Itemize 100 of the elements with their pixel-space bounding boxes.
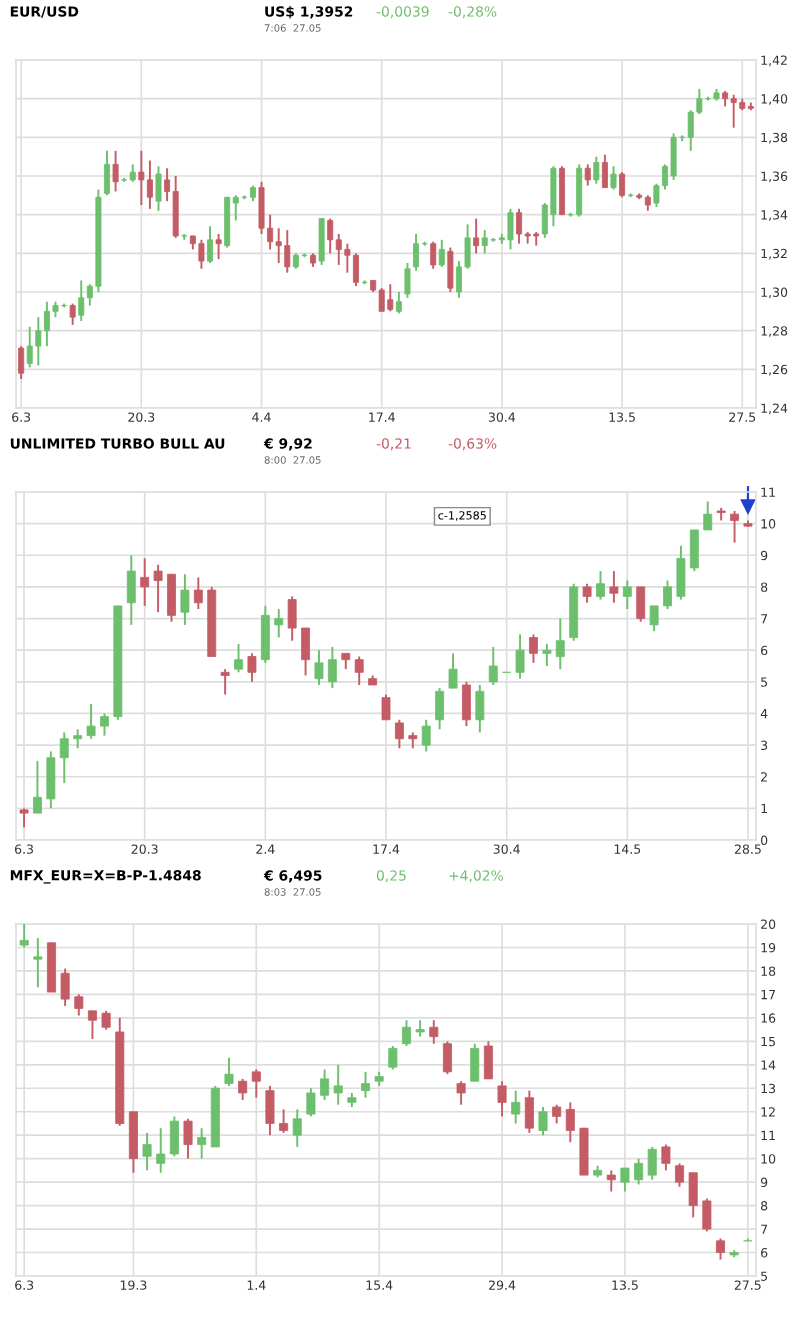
candlestick [388, 1045, 398, 1071]
candlestick [688, 1171, 698, 1219]
candlestick [156, 1127, 166, 1174]
candlestick [251, 1068, 261, 1099]
candlestick [593, 155, 600, 185]
candlestick [516, 207, 523, 245]
candlestick [636, 585, 646, 623]
candlestick [524, 1089, 534, 1134]
candlestick [702, 1197, 712, 1233]
candlestick [247, 652, 257, 683]
candlestick [703, 500, 713, 531]
candlestick [456, 1080, 466, 1106]
candlestick [169, 1115, 179, 1158]
candlestick [661, 1143, 671, 1172]
candlestick [301, 627, 311, 677]
candlestick [404, 262, 411, 299]
candlestick [146, 159, 153, 210]
candlestick [354, 655, 364, 686]
candlestick [529, 633, 538, 664]
candlestick [542, 642, 552, 667]
candlestick [582, 582, 592, 604]
candlestick [73, 728, 83, 750]
candlestick [619, 171, 626, 199]
candlestick [435, 687, 445, 731]
candlestick [622, 579, 632, 611]
candlestick [515, 633, 525, 680]
candlestick [442, 1040, 452, 1076]
candlestick [287, 595, 297, 642]
candlestick [715, 1237, 726, 1261]
candlestick [238, 1077, 248, 1101]
candlestick [497, 1080, 507, 1118]
candlestick [606, 1169, 616, 1193]
candlestick [689, 528, 699, 573]
candlestick [395, 291, 402, 315]
candlestick [327, 646, 337, 690]
candlestick [265, 1084, 275, 1137]
candlestick [507, 207, 514, 251]
candlestick [430, 240, 437, 270]
candlestick [180, 573, 190, 626]
candlestick [86, 702, 96, 740]
candlestick [101, 1009, 111, 1031]
candlestick [576, 163, 583, 218]
candlestick [584, 163, 591, 187]
candlestick [620, 1167, 630, 1193]
candlestick [475, 684, 485, 734]
candlestick [314, 649, 324, 686]
candlestick [69, 302, 76, 326]
candlestick [649, 604, 659, 633]
candlestick [730, 510, 739, 544]
candlestick [19, 924, 29, 949]
candlestick [663, 579, 672, 611]
candlestick [481, 229, 488, 255]
candlestick [429, 1019, 439, 1045]
candlestick [558, 165, 565, 216]
candlestick [676, 544, 686, 601]
candlestick [634, 1157, 644, 1186]
candlestick [193, 576, 203, 611]
candlestick [172, 175, 179, 239]
candlestick [333, 1063, 343, 1106]
candlestick [421, 718, 431, 753]
candlestick [352, 252, 359, 288]
candlestick [579, 1127, 589, 1177]
candlestick [260, 604, 270, 664]
candlestick [461, 680, 471, 728]
candlestick [220, 668, 230, 696]
candlestick [155, 165, 162, 212]
candlestick [18, 345, 25, 380]
candlestick [87, 1009, 97, 1040]
candlestick [19, 807, 29, 829]
candlestick [258, 180, 265, 235]
candlestick [448, 652, 458, 690]
candlestick [100, 712, 109, 737]
candlestick [320, 1068, 330, 1101]
candlestick [730, 93, 737, 129]
candlestick [104, 149, 110, 197]
candlestick [413, 233, 420, 272]
candlestick [675, 1162, 685, 1188]
candlestick [601, 153, 608, 189]
candlestick [74, 993, 84, 1017]
candlestick [60, 967, 70, 1008]
candlestick [555, 617, 565, 671]
candlestick [126, 554, 136, 626]
candlestick [306, 1087, 316, 1118]
candlestick [610, 165, 617, 191]
candlestick [183, 1117, 193, 1160]
candlestick [381, 693, 391, 721]
candlestick [112, 149, 119, 193]
candlestick [128, 1110, 138, 1174]
candlestick [483, 1040, 493, 1080]
candlestick [33, 759, 42, 815]
candlestick [596, 570, 605, 601]
candlestick [438, 238, 445, 268]
candlestick [488, 646, 498, 686]
candlestick [511, 1089, 521, 1125]
candlestick [279, 1108, 289, 1134]
candlestick [198, 238, 205, 270]
candlestick [552, 1103, 562, 1125]
candlestick [140, 557, 150, 607]
candlestick [401, 1019, 411, 1047]
candlestick [33, 937, 43, 989]
